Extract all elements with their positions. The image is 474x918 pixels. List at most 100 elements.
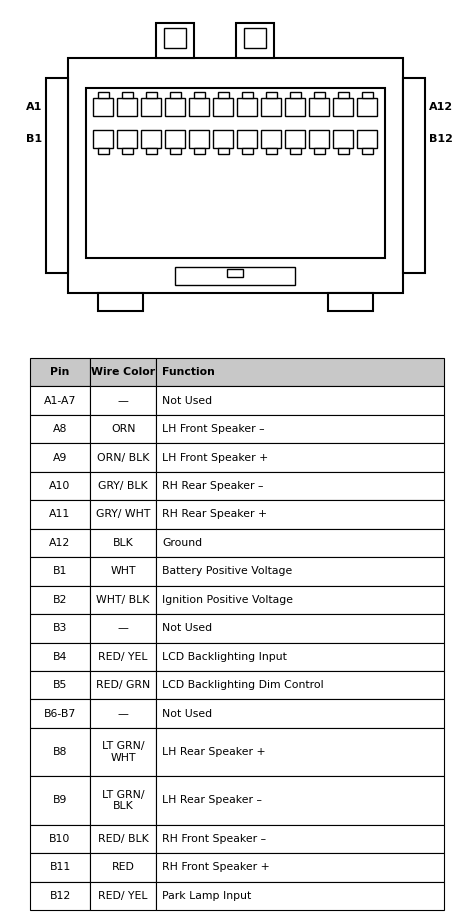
Text: A1-A7: A1-A7 [44, 396, 76, 406]
Bar [328, 293, 373, 311]
Bar [90, 728, 156, 777]
Bar [30, 386, 90, 415]
Bar [242, 92, 253, 98]
Bar [266, 92, 277, 98]
Text: RED/ BLK: RED/ BLK [98, 834, 148, 844]
Bar [30, 881, 90, 910]
Bar [156, 472, 444, 500]
Bar [156, 881, 444, 910]
Text: Ignition Positive Voltage: Ignition Positive Voltage [162, 595, 293, 605]
Bar [90, 443, 156, 472]
Text: LT GRN/
BLK: LT GRN/ BLK [102, 789, 145, 812]
Text: RH Front Speaker +: RH Front Speaker + [162, 862, 270, 872]
Bar [90, 671, 156, 700]
Bar [30, 777, 90, 824]
Text: B5: B5 [53, 680, 67, 690]
Bar [30, 500, 90, 529]
Bar [90, 824, 156, 853]
Bar [362, 92, 373, 98]
Bar [90, 500, 156, 529]
Bar [228, 269, 244, 277]
Text: LCD Backlighting Input: LCD Backlighting Input [162, 652, 287, 662]
Text: B10: B10 [49, 834, 71, 844]
Bar [86, 88, 385, 258]
Bar [30, 728, 90, 777]
Bar [290, 92, 301, 98]
Bar [156, 443, 444, 472]
Text: —: — [118, 396, 128, 406]
Bar [170, 148, 181, 154]
Bar [338, 148, 349, 154]
Bar [90, 557, 156, 586]
Text: Not Used: Not Used [162, 623, 212, 633]
Text: GRY/ BLK: GRY/ BLK [98, 481, 148, 491]
Bar [314, 92, 325, 98]
Bar [194, 92, 205, 98]
Bar [262, 98, 282, 116]
Text: Function: Function [162, 367, 215, 377]
Text: —: — [118, 709, 128, 719]
Bar [362, 148, 373, 154]
Bar [90, 881, 156, 910]
Bar [122, 148, 133, 154]
Bar [213, 98, 234, 116]
Bar [30, 557, 90, 586]
Text: A10: A10 [49, 481, 71, 491]
Bar [310, 130, 329, 148]
Bar [118, 130, 137, 148]
Text: A12: A12 [429, 102, 453, 112]
Bar [266, 148, 277, 154]
Text: RED/ GRN: RED/ GRN [96, 680, 150, 690]
Bar [122, 92, 133, 98]
Bar [156, 853, 444, 881]
Bar [310, 98, 329, 116]
Bar [194, 148, 205, 154]
Text: ORN/ BLK: ORN/ BLK [97, 453, 149, 463]
Bar [90, 700, 156, 728]
Bar [30, 853, 90, 881]
Bar [165, 130, 185, 148]
Text: B9: B9 [53, 796, 67, 805]
Text: B1: B1 [53, 566, 67, 577]
Text: BLK: BLK [113, 538, 134, 548]
Bar [165, 98, 185, 116]
Bar [357, 98, 377, 116]
Text: B8: B8 [53, 747, 67, 757]
Text: LT GRN/
WHT: LT GRN/ WHT [102, 741, 145, 763]
Bar [90, 853, 156, 881]
Bar [30, 700, 90, 728]
Bar [46, 78, 68, 273]
Bar [334, 98, 354, 116]
Bar [30, 614, 90, 643]
Bar [93, 130, 113, 148]
Bar [218, 148, 229, 154]
Bar [30, 443, 90, 472]
Text: Not Used: Not Used [162, 396, 212, 406]
Bar [118, 98, 137, 116]
Text: B12: B12 [49, 890, 71, 901]
Bar [156, 643, 444, 671]
Bar [334, 130, 354, 148]
Bar [156, 386, 444, 415]
Text: Battery Positive Voltage: Battery Positive Voltage [162, 566, 292, 577]
Bar [142, 130, 162, 148]
Text: GRY/ WHT: GRY/ WHT [96, 509, 150, 520]
Text: WHT/ BLK: WHT/ BLK [97, 595, 150, 605]
Bar [90, 386, 156, 415]
Text: A11: A11 [49, 509, 71, 520]
Text: LH Rear Speaker +: LH Rear Speaker + [162, 747, 266, 757]
Bar [285, 130, 306, 148]
Bar [30, 586, 90, 614]
Bar [242, 148, 253, 154]
Bar [146, 148, 157, 154]
Bar [156, 728, 444, 777]
Text: RH Rear Speaker –: RH Rear Speaker – [162, 481, 264, 491]
Text: B2: B2 [53, 595, 67, 605]
Bar [98, 293, 143, 311]
Text: RED: RED [112, 862, 135, 872]
Bar [237, 130, 257, 148]
Text: B1: B1 [26, 134, 42, 144]
Text: Ground: Ground [162, 538, 202, 548]
Bar [262, 130, 282, 148]
Bar [90, 614, 156, 643]
